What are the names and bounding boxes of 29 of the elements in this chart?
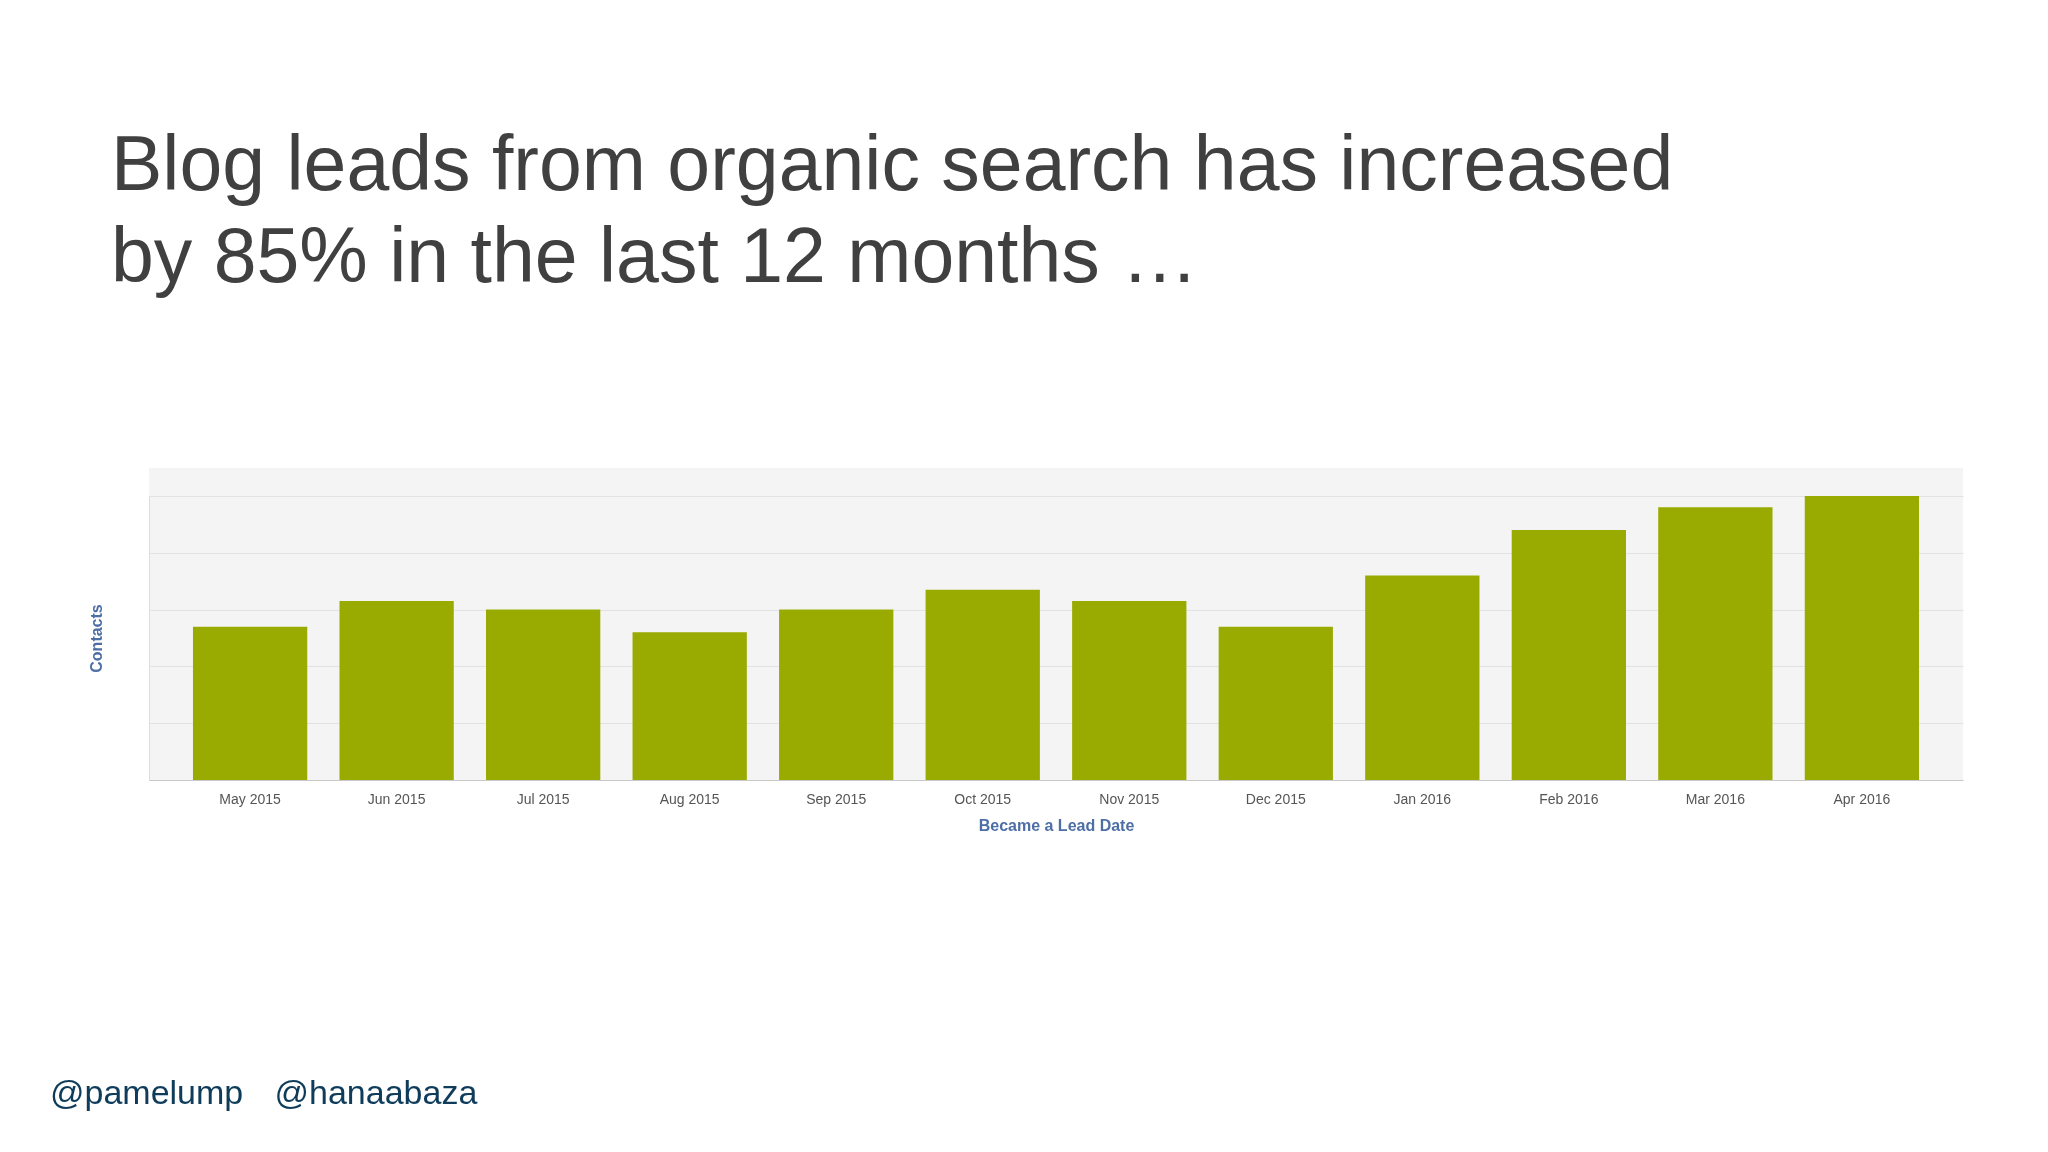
x-tick-label: Jul 2015 bbox=[516, 790, 570, 807]
bar bbox=[192, 626, 308, 780]
x-tick-label: Mar 2016 bbox=[1685, 790, 1746, 807]
x-tick-label: Nov 2015 bbox=[1099, 790, 1160, 807]
bar bbox=[1511, 530, 1626, 780]
bar bbox=[779, 609, 894, 780]
x-tick-label: Jan 2016 bbox=[1393, 790, 1452, 807]
x-tick-label: Aug 2015 bbox=[659, 790, 720, 807]
text: @pamelump bbox=[50, 1073, 244, 1111]
bar bbox=[1804, 496, 1920, 780]
bar bbox=[632, 632, 747, 780]
x-tick-label: Oct 2015 bbox=[954, 790, 1012, 807]
y-axis-title: Contacts bbox=[87, 604, 105, 673]
bar bbox=[486, 609, 601, 780]
x-axis-title: Became a Lead Date bbox=[978, 816, 1135, 834]
bar bbox=[339, 601, 454, 780]
chart-title: Blog leads from organic search has increased by 85% in the last 12 months … bbox=[111, 120, 1674, 298]
bar bbox=[1658, 507, 1773, 780]
x-tick-label: Jun 2015 bbox=[367, 790, 426, 807]
x-tick-label: Dec 2015 bbox=[1245, 790, 1306, 807]
x-tick-label: May 2015 bbox=[219, 790, 282, 807]
bar bbox=[1365, 575, 1480, 780]
text: @hanaabaza bbox=[274, 1073, 478, 1111]
x-tick-label: Apr 2016 bbox=[1833, 790, 1891, 807]
bar bbox=[925, 589, 1040, 780]
x-tick-label: Feb 2016 bbox=[1539, 790, 1599, 807]
bar bbox=[1218, 626, 1333, 780]
bar bbox=[1072, 601, 1187, 780]
x-tick-label: Sep 2015 bbox=[806, 790, 867, 807]
